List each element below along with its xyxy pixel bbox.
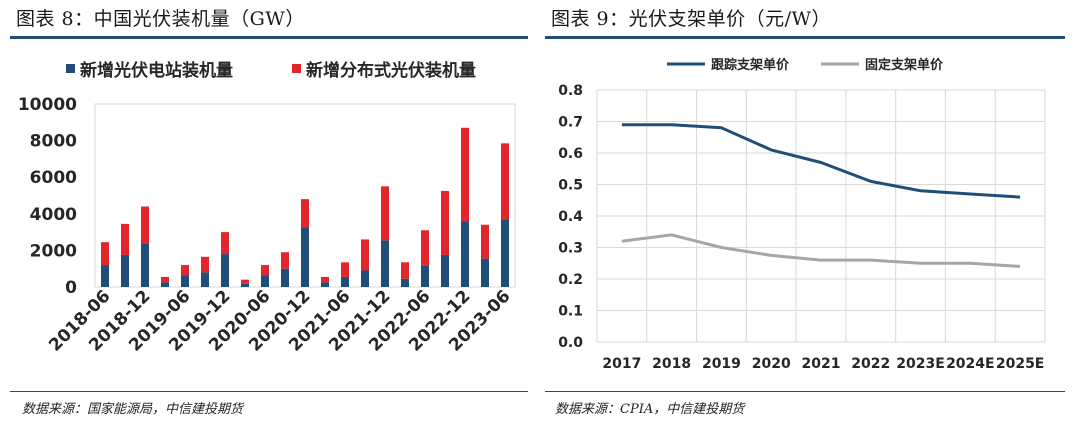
bar-utility-scale [261, 275, 269, 287]
bar-utility-scale [141, 243, 149, 287]
bar-utility-scale [301, 227, 309, 287]
legend-label: 跟踪支架单价 [711, 57, 790, 73]
bar-utility-scale [341, 276, 349, 287]
bar-distributed [221, 232, 229, 255]
x-tick-label: 2022 [851, 356, 890, 372]
installed-capacity-bar-chart: 新增光伏电站装机量 新增分布式光伏装机量 0 2000 4000 6000 8000 1000… [18, 60, 516, 356]
y-tick-label: 0.8 [558, 83, 583, 99]
line-tracking-mount [621, 123, 1021, 199]
figure-8-title: 图表 8：中国光伏装机量（GW） [16, 8, 305, 30]
bar-distributed [421, 230, 429, 266]
bar-distributed [281, 252, 289, 269]
bar-utility-scale [121, 254, 129, 287]
figure-9-source: 数据来源：CPIA，中信建投期货 [555, 402, 745, 417]
x-tick-label: 2017 [602, 356, 641, 372]
bar-utility-scale [421, 265, 429, 287]
legend-label: 新增分布式光伏装机量 [306, 60, 476, 81]
x-tick-label: 2020 [752, 356, 791, 372]
bar-utility-scale [201, 272, 209, 287]
bar-distributed [461, 127, 469, 222]
bar-distributed [101, 242, 109, 266]
y-tick-label: 0.0 [558, 335, 583, 351]
bar-utility-scale [441, 254, 449, 287]
y-tick-label: 6000 [30, 168, 77, 188]
y-tick-label: 0.6 [558, 146, 583, 162]
y-tick-label: 0.3 [558, 241, 583, 257]
y-tick-label: 4000 [30, 205, 77, 225]
bar-distributed [161, 276, 169, 283]
bar-distributed [181, 265, 189, 276]
x-tick-label: 2021 [802, 356, 841, 372]
bar-distributed [301, 199, 309, 228]
x-tick-label: 2024E [946, 356, 995, 372]
figure-8-source: 数据来源：国家能源局，中信建投期货 [22, 402, 244, 417]
y-tick-label: 0.5 [558, 178, 583, 194]
bar-utility-scale [361, 270, 369, 287]
source-rule [10, 391, 528, 392]
bar-distributed [381, 186, 389, 241]
bar-utility-scale [321, 282, 329, 287]
legend-swatch [292, 64, 301, 73]
bar-distributed [441, 190, 449, 255]
bar-distributed [261, 265, 269, 276]
legend-label: 固定支架单价 [865, 57, 944, 73]
x-tick-label: 2018 [652, 356, 691, 372]
bar-utility-scale [381, 240, 389, 287]
legend-swatch [66, 64, 75, 73]
bar-distributed [361, 239, 369, 271]
bar-utility-scale [461, 221, 469, 287]
title-rule [545, 36, 1065, 39]
y-tick-label: 2000 [30, 241, 77, 261]
bar-utility-scale [221, 254, 229, 287]
y-tick-label: 8000 [30, 132, 77, 152]
title-rule [10, 36, 528, 39]
y-tick-label: 10000 [18, 95, 77, 115]
right-figure: 图表 9：光伏支架单价（元/W） 0.0 0.1 0.2 0.3 0.4 0.5 0.6 0.… [545, 0, 1065, 427]
bar-utility-scale [401, 278, 409, 287]
bar-distributed [321, 276, 329, 283]
bar-utility-scale [481, 258, 489, 287]
bar-utility-scale [181, 275, 189, 287]
bar-distributed [481, 224, 489, 259]
line-fixed-mount [621, 233, 1021, 268]
bar-utility-scale [101, 265, 109, 287]
x-tick-label: 2025E [996, 356, 1045, 372]
x-tick-label: 2019 [702, 356, 741, 372]
bar-utility-scale [501, 219, 509, 287]
bar-utility-scale [241, 283, 249, 287]
source-rule [545, 391, 1065, 392]
mount-price-line-chart: 0.0 0.1 0.2 0.3 0.4 0.5 0.6 0.7 0.8 跟踪支架单价 固定支架单价 2… [558, 57, 1046, 372]
bar-distributed [401, 262, 409, 279]
bar-distributed [341, 262, 349, 277]
bar-distributed [501, 143, 509, 220]
left-figure: 图表 8：中国光伏装机量（GW） 新增光伏电站装机量 新增分布式光伏装机量 0 200… [0, 0, 528, 427]
bar-utility-scale [281, 268, 289, 287]
y-tick-label: 0 [65, 278, 77, 298]
bar-distributed [141, 206, 149, 244]
y-tick-label: 0.4 [558, 209, 583, 225]
legend-label: 新增光伏电站装机量 [80, 60, 233, 81]
y-tick-label: 0.2 [558, 272, 583, 288]
bar-distributed [241, 279, 249, 284]
bar-distributed [121, 223, 129, 255]
figure-9-title: 图表 9：光伏支架单价（元/W） [551, 8, 832, 30]
bar-distributed [201, 256, 209, 273]
y-tick-label: 0.1 [558, 304, 583, 320]
x-tick-label: 2023E [896, 356, 945, 372]
bar-utility-scale [161, 282, 169, 287]
y-tick-label: 0.7 [558, 115, 583, 131]
